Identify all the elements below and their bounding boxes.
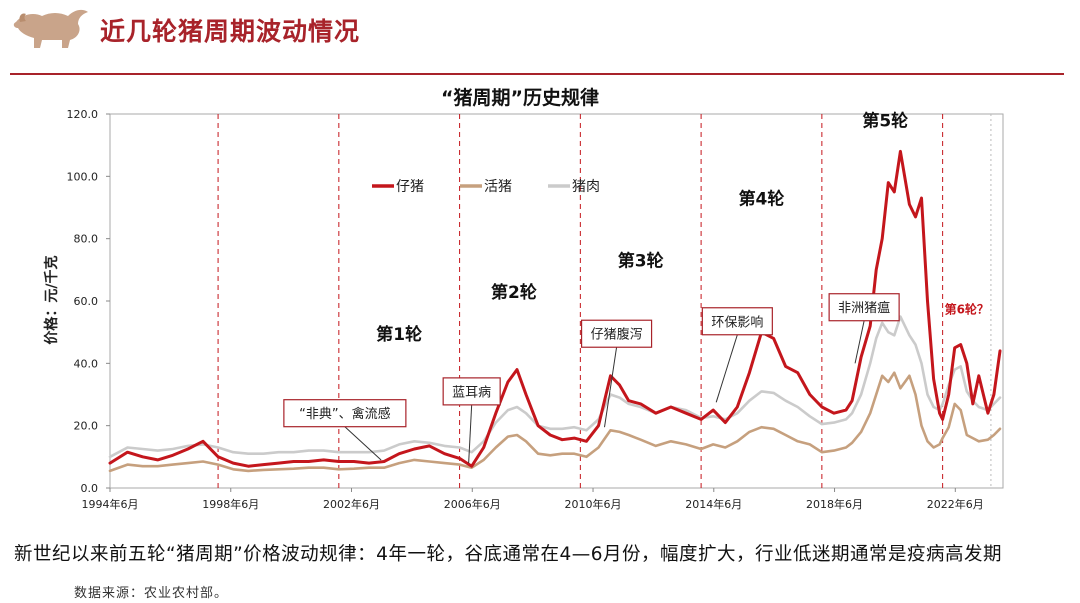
x-tick-label: 2006年6月 [444, 497, 501, 511]
y-axis-ticks: 0.0 20.0 40.0 60.0 80.0 100.0 120.0 [67, 108, 110, 495]
y-tick-label: 0.0 [81, 482, 99, 495]
y-tick-label: 20.0 [74, 420, 99, 433]
cycle-boundaries [217, 114, 992, 488]
annotation-label-4: 环保影响 [711, 314, 763, 330]
x-tick-label: 2010年6月 [565, 497, 622, 511]
annotation-box-5 [828, 293, 900, 322]
page-header: 近几轮猪周期波动情况 [0, 0, 1080, 80]
pig-cycle-chart: “猪周期”历史规律 价格：元/千克 0.0 20.0 40.0 60.0 80.0 100… [43, 86, 1004, 511]
y-tick-label: 60.0 [74, 295, 99, 308]
y-axis-label: 价格：元/千克 [43, 255, 60, 344]
annotation-label-1: “非典”、禽流感 [299, 406, 390, 422]
cycle-label-2: 第2轮 [491, 282, 537, 303]
cycle-label-6: 第6轮？ [945, 301, 989, 316]
annotation-pointer-1 [344, 426, 382, 461]
annotation-box-4 [701, 307, 773, 336]
x-axis-ticks: 1994年6月 1998年6月 2002年6月 2006年6月 2010年6月 2014年… [82, 488, 984, 511]
cycle-label-5: 第5轮 [862, 110, 908, 131]
annotation-label-5: 非洲猪瘟 [838, 300, 890, 316]
summary-text: 新世纪以来前五轮“猪周期”价格波动规律：4年一轮，谷底通常在4—6月份，幅度扩大… [14, 544, 1002, 565]
cycle-label-4: 第4轮 [739, 188, 785, 209]
bull-logo-icon [13, 9, 89, 48]
legend-label-仔猪: 仔猪 [396, 179, 424, 195]
series-line-活猪 [108, 371, 1002, 473]
y-tick-label: 80.0 [74, 233, 99, 246]
cycle-label-3: 第3轮 [618, 251, 664, 272]
series-lines [108, 149, 1002, 473]
chart-title: “猪周期”历史规律 [441, 86, 599, 109]
annotation-pointer-2 [468, 404, 473, 464]
annotation-box-2 [442, 377, 501, 406]
x-tick-label: 2018年6月 [806, 497, 863, 511]
annotation-box-1 [283, 399, 407, 428]
legend-label-活猪: 活猪 [484, 179, 512, 195]
y-tick-label: 40.0 [74, 357, 99, 370]
annotation-box-3 [580, 319, 653, 348]
x-tick-label: 1994年6月 [82, 497, 139, 511]
y-tick-label: 120.0 [67, 108, 99, 121]
annotation-label-3: 仔猪腹泻 [591, 327, 643, 343]
annotation-label-2: 蓝耳病 [452, 385, 491, 400]
y-tick-label: 100.0 [67, 170, 99, 183]
x-tick-label: 1998年6月 [202, 497, 259, 511]
annotation-pointer-3 [604, 347, 618, 428]
annotation-pointer-4 [715, 334, 738, 403]
x-tick-label: 2022年6月 [927, 497, 984, 511]
event-annotations: “非典”、禽流感 蓝耳病 仔猪腹泻 环保影响 非洲猪瘟 [283, 293, 900, 464]
series-line-仔猪 [108, 149, 1002, 468]
cycle-label-1: 第1轮 [376, 324, 422, 345]
data-source-note: 数据来源：农业农村部。 [74, 586, 229, 601]
chart-legend: 仔猪 活猪 猪肉 [372, 179, 600, 195]
page-title: 近几轮猪周期波动情况 [100, 17, 361, 46]
x-tick-label: 2002年6月 [323, 497, 380, 511]
header-divider [10, 73, 1064, 75]
legend-label-猪肉: 猪肉 [572, 179, 600, 195]
annotation-pointer-5 [854, 320, 865, 364]
x-tick-label: 2014年6月 [685, 497, 742, 511]
